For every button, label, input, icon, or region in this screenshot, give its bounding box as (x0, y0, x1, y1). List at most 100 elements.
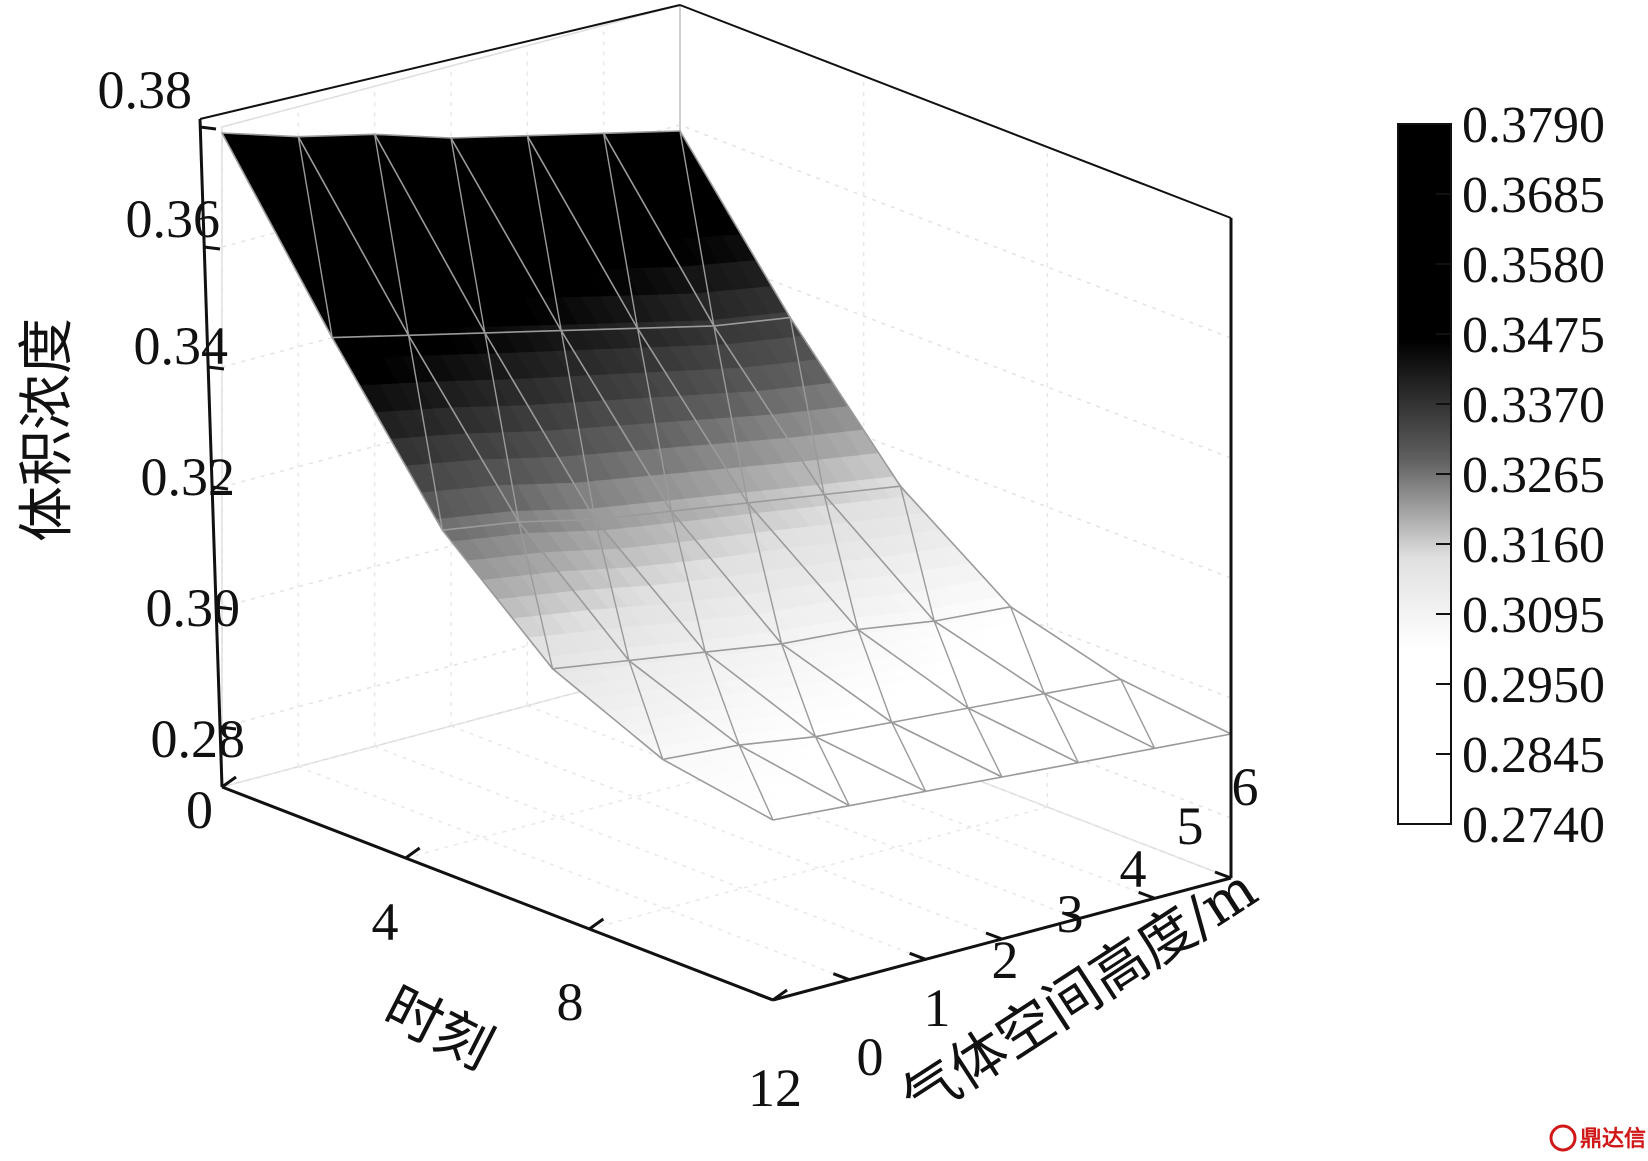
z-tick-label: 0.36 (126, 189, 221, 249)
colorbar-tick-label: 0.2845 (1462, 727, 1605, 784)
floor-grid-line (298, 765, 850, 981)
mesh-diagonal (891, 722, 927, 792)
mesh-diagonal (704, 651, 740, 746)
mesh-diagonal (1043, 693, 1079, 763)
time-tick-mark (772, 988, 788, 1002)
height-tick-label: 4 (1120, 839, 1147, 899)
time-tick-label: 4 (372, 892, 399, 952)
z-tick-label: 0.30 (146, 578, 241, 638)
colorbar-tick-label: 0.2950 (1462, 657, 1605, 714)
time-tick-label: 8 (557, 972, 584, 1032)
colorbar: 0.3790 0.3685 0.3580 0.3475 0.3370 0.3265 0.31… (1397, 97, 1605, 854)
mesh-diagonal (594, 519, 630, 661)
z-tick-mark (207, 365, 225, 371)
colorbar-tick-label: 0.3475 (1462, 307, 1605, 364)
mesh-line (450, 137, 1003, 778)
floor-grid-line (603, 684, 1155, 900)
colorbar-tick-label: 0.2740 (1462, 797, 1605, 854)
colorbar-tick-label: 0.3265 (1462, 447, 1605, 504)
watermark: 鼎达信 (1549, 1124, 1646, 1152)
colorbar-tick-label: 0.3370 (1462, 377, 1605, 434)
mesh-diagonal (450, 137, 486, 334)
mesh-diagonal (789, 317, 825, 495)
height-tick-mark (985, 931, 1003, 941)
mesh-line (603, 132, 1156, 750)
colorbar-tick-label: 0.3580 (1462, 237, 1605, 294)
mesh-diagonal (1120, 679, 1156, 749)
mesh-line (526, 135, 1079, 764)
height-tick-label: 0 (857, 1027, 884, 1087)
z-tick-labels: 0 0.28 0.30 0.32 0.34 0.36 0.38 (98, 60, 246, 840)
mesh-diagonal (713, 325, 749, 503)
z-tick-label: 0.32 (141, 447, 236, 507)
colorbar-tick-label: 0.3160 (1462, 517, 1605, 574)
z-tick-mark (199, 125, 217, 131)
plot-box-front (198, 4, 1233, 1002)
height-tick-labels: 0 1 2 3 4 5 6 (857, 757, 1259, 1087)
time-axis-title: 时刻 (374, 974, 503, 1083)
mesh-line (221, 132, 774, 821)
mesh-diagonal (780, 643, 817, 737)
z-tick-label: 0 (186, 780, 213, 840)
z-axis-line (198, 118, 224, 788)
floor-grid-line (374, 745, 926, 961)
time-axis-line (221, 785, 774, 1002)
time-tick-label: 12 (748, 1058, 802, 1118)
mesh-diagonal (636, 328, 673, 512)
floor-grid-line (450, 725, 1003, 940)
mesh-diagonal (602, 133, 639, 329)
mesh-diagonal (1009, 606, 1046, 694)
colorbar-tick-label: 0.3685 (1462, 167, 1605, 224)
colorbar-ticks (1436, 123, 1451, 825)
z-axis-title: 体积浓度 (15, 318, 80, 542)
height-tick-mark (832, 972, 850, 982)
time-tick-mark (404, 846, 421, 860)
mesh-diagonal (679, 130, 715, 327)
top-right-edge (679, 4, 1232, 219)
mesh-diagonal (518, 521, 554, 669)
mesh-diagonal (933, 620, 969, 709)
colorbar-labels: 0.3790 0.3685 0.3580 0.3475 0.3370 0.3265 0.31… (1462, 97, 1605, 854)
mesh-diagonal (560, 330, 596, 520)
time-tick-mark (221, 775, 237, 789)
mesh-diagonal (670, 511, 706, 653)
height-tick-label: 5 (1177, 796, 1204, 856)
mesh-diagonal (967, 707, 1003, 778)
z-tick-mark (203, 245, 221, 251)
height-tick-mark (1061, 911, 1079, 921)
colorbar-tick-label: 0.3095 (1462, 587, 1605, 644)
mesh-diagonal (814, 736, 850, 806)
z-tick-mark (211, 485, 229, 491)
height-tick-mark (1138, 890, 1156, 900)
watermark-text: 鼎达信 (1580, 1126, 1646, 1152)
floor-grid-line (679, 664, 1232, 879)
mesh-diagonal (857, 629, 893, 723)
z-tick-mark (215, 605, 233, 611)
floor-grid-line (527, 704, 1079, 920)
z-tick-mark (219, 725, 237, 731)
height-tick-mark (1214, 870, 1232, 880)
height-tick-label: 6 (1232, 757, 1259, 817)
mesh-diagonal (297, 136, 333, 338)
height-tick-label: 2 (992, 930, 1019, 990)
top-left-edge (199, 4, 681, 120)
mesh-diagonal (373, 134, 410, 336)
height-tick-label: 1 (924, 978, 951, 1038)
height-tick-mark (909, 951, 927, 961)
mesh-diagonal (899, 486, 935, 622)
z-tick-label: 0.28 (151, 709, 246, 769)
height-tick-label: 3 (1057, 884, 1084, 944)
height-tick-mark (756, 992, 774, 1002)
mesh-diagonal (484, 332, 520, 522)
mesh-line (374, 133, 927, 793)
mesh-diagonal (738, 744, 774, 821)
mesh-diagonal (823, 494, 859, 630)
mesh-line (679, 130, 1232, 735)
time-tick-mark (588, 917, 605, 931)
mesh-line (297, 136, 850, 807)
time-tick-labels: 4 8 12 (372, 892, 803, 1118)
mesh-diagonal (407, 335, 444, 531)
mesh-diagonal (526, 135, 562, 331)
z-tick-label: 0.34 (134, 316, 229, 376)
